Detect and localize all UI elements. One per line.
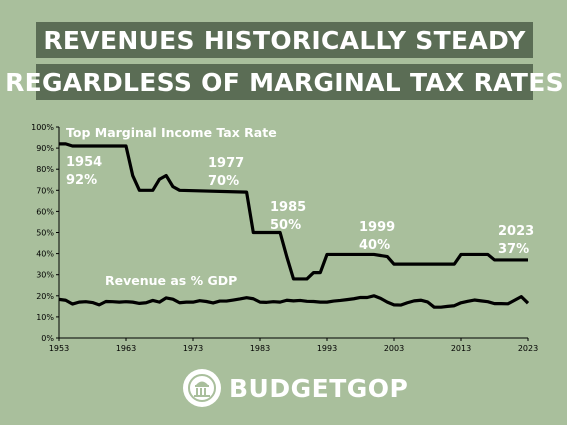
series-label-top-rate: Top Marginal Income Tax Rate: [66, 125, 277, 140]
x-tick-label: 2003: [384, 344, 404, 353]
chart-series: [58, 142, 530, 309]
x-tick-label: 2023: [518, 344, 538, 353]
title-line-1: REVENUES HISTORICALLY STEADY: [36, 22, 533, 58]
revenue-gdp-line: [58, 294, 530, 309]
title-line-2: REGARDLESS OF MARGINAL TAX RATES: [5, 64, 564, 100]
y-tick-label: 50%: [36, 229, 54, 238]
x-tick-label: 1973: [183, 344, 203, 353]
y-tick-label: 70%: [36, 186, 54, 195]
x-tick-label: 1963: [116, 344, 136, 353]
annotation-2023-value: 37%: [498, 242, 529, 257]
annotation-1954-value: 92%: [66, 173, 97, 188]
y-tick-label: 30%: [36, 271, 54, 280]
capitol-building-icon: [183, 369, 221, 407]
chart-annotations: Top Marginal Income Tax Rate Revenue as …: [66, 125, 534, 288]
budgetgop-logo: BUDGETGOP: [183, 366, 408, 410]
annotation-2023-year: 2023: [498, 224, 534, 239]
y-tick-label: 10%: [36, 313, 54, 322]
y-tick-label: 0%: [41, 334, 54, 343]
y-tick-label: 20%: [36, 292, 54, 301]
y-tick-label: 60%: [36, 207, 54, 216]
x-tick-label: 2013: [451, 344, 471, 353]
annotation-1954-year: 1954: [66, 155, 102, 170]
x-tick-label: 1983: [250, 344, 270, 353]
y-tick-label: 100%: [31, 123, 54, 132]
x-tick-label: 1993: [317, 344, 337, 353]
logo-text: BUDGETGOP: [229, 373, 409, 403]
annotation-1999-value: 40%: [359, 238, 390, 253]
annotation-1977-year: 1977: [208, 156, 244, 171]
y-tick-label: 90%: [36, 144, 54, 153]
x-tick-label: 1953: [49, 344, 69, 353]
y-tick-label: 80%: [36, 165, 54, 174]
annotation-1999-year: 1999: [359, 220, 395, 235]
annotation-1985-year: 1985: [270, 200, 306, 215]
series-label-revenue: Revenue as % GDP: [105, 273, 237, 288]
annotation-1977-value: 70%: [208, 174, 239, 189]
top-marginal-rate-line: [59, 142, 528, 281]
annotation-1985-value: 50%: [270, 218, 301, 233]
y-tick-label: 40%: [36, 250, 54, 259]
chart-ticks: 0% 10% 20% 30% 40% 50% 60% 70% 80% 90% 100% 1953 196…: [31, 123, 538, 353]
